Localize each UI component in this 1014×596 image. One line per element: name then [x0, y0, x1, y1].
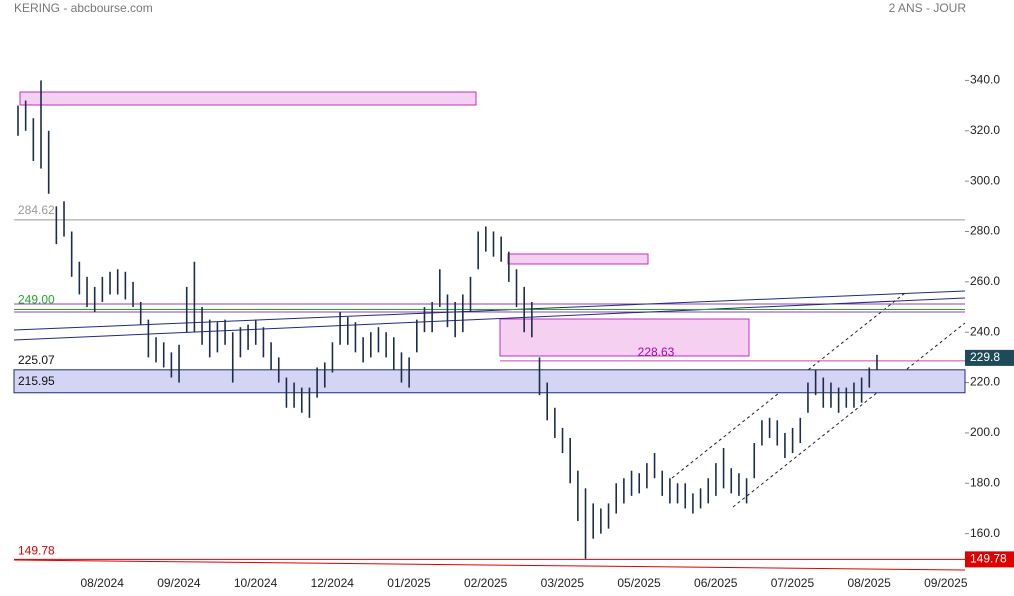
x-tick-label: 09/2024 [157, 576, 201, 590]
x-tick-label: 10/2024 [234, 576, 278, 590]
level-label: 225.07 [18, 353, 55, 367]
y-tick-label: 220.0 [970, 375, 1000, 389]
y-tick-label: 280.0 [970, 224, 1000, 238]
last-price-label: 229.8 [970, 350, 1000, 364]
x-tick-label: 12/2024 [311, 576, 355, 590]
x-tick-label: 05/2025 [617, 576, 661, 590]
channel-line [671, 292, 906, 479]
x-tick-label: 06/2025 [694, 576, 738, 590]
zone [507, 253, 649, 265]
y-tick-label: 340.0 [970, 73, 1000, 87]
chart-subtitle: 2 ANS - JOUR [889, 1, 967, 15]
drawings [13, 91, 966, 571]
y-tick-label: 260.0 [970, 274, 1000, 288]
x-tick-label: 08/2024 [81, 576, 125, 590]
y-tick-label: 240.0 [970, 324, 1000, 338]
trend-line [13, 297, 966, 341]
chart-title: KERING - abcbourse.com [14, 1, 153, 15]
last-price-badge [965, 349, 1014, 366]
y-tick-label: 180.0 [970, 475, 1000, 489]
x-tick-label: 03/2025 [541, 576, 585, 590]
y-tick-label: 200.0 [970, 425, 1000, 439]
y-tick-label: 160.0 [970, 526, 1000, 540]
support-band [13, 369, 966, 394]
x-tick-label: 01/2025 [387, 576, 431, 590]
level-badge-label: 149.78 [970, 552, 1007, 566]
x-tick-label: 08/2025 [847, 576, 891, 590]
support-line [13, 559, 966, 571]
level-badge [965, 551, 1014, 568]
trend-line [13, 290, 966, 331]
y-tick-label: 320.0 [970, 123, 1000, 137]
zone [19, 91, 477, 106]
level-label: 228.63 [638, 345, 675, 359]
level-label: 215.95 [18, 374, 55, 388]
x-tick-label: 09/2025 [924, 576, 968, 590]
x-tick-label: 07/2025 [771, 576, 815, 590]
channel-line [732, 322, 966, 508]
x-tick-label: 02/2025 [464, 576, 508, 590]
y-tick-label: 300.0 [970, 173, 1000, 187]
level-label: 149.78 [18, 544, 55, 558]
level-label: 284.62 [18, 203, 55, 217]
zone [499, 318, 750, 357]
level-label: 249.00 [18, 293, 55, 307]
